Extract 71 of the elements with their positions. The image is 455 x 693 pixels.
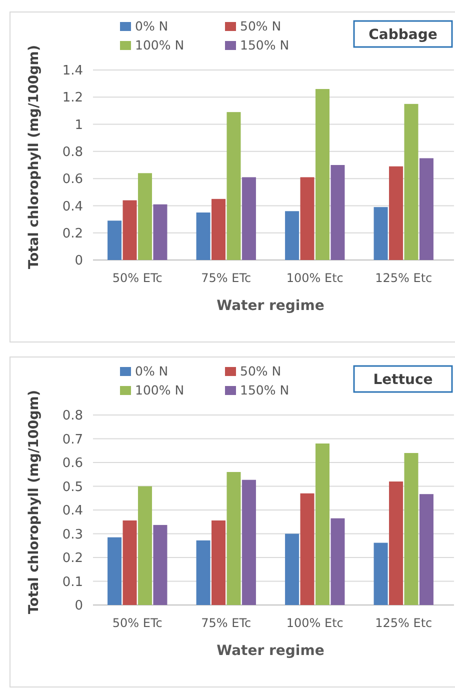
bar xyxy=(285,534,300,605)
bar xyxy=(419,158,434,260)
y-tick-label: 0.8 xyxy=(62,144,83,160)
legend-label: 0% N xyxy=(135,364,168,379)
legend-label: 100% N xyxy=(135,38,184,53)
bar xyxy=(300,177,314,260)
bar xyxy=(153,524,168,605)
y-tick-label: 0.2 xyxy=(62,551,83,566)
bar xyxy=(122,520,137,605)
x-tick-label: 75% ETc xyxy=(201,616,252,630)
y-tick-label: 1.4 xyxy=(62,64,83,79)
x-tick-label: 50% ETc xyxy=(112,616,162,630)
y-tick-label: 0.7 xyxy=(62,432,83,448)
y-tick-label: 0.4 xyxy=(62,199,83,214)
bar xyxy=(300,493,314,605)
x-axis-title: Water regime xyxy=(216,298,324,314)
legend-label: 150% N xyxy=(240,382,290,398)
bar xyxy=(108,220,122,260)
legend-label: 0% N xyxy=(135,18,168,34)
legend-label: 150% N xyxy=(240,38,290,53)
y-axis-title: Total chlorophyll (mg/100gm) xyxy=(26,45,42,269)
bar xyxy=(196,212,210,260)
x-tick-label: 125% Etc xyxy=(375,271,432,285)
bar xyxy=(389,482,404,605)
legend-label: 50% N xyxy=(240,18,282,34)
x-tick-label: 100% Etc xyxy=(286,271,344,285)
y-tick-label: 0.6 xyxy=(62,172,83,188)
bar xyxy=(315,444,330,605)
x-tick-label: 100% Etc xyxy=(286,616,344,630)
y-tick-label: 1 xyxy=(74,118,83,133)
bar xyxy=(153,204,168,260)
y-tick-label: 1.2 xyxy=(62,90,83,106)
bar xyxy=(330,518,345,605)
legend-label: 100% N xyxy=(135,382,184,398)
chart-title: Lettuce xyxy=(373,372,433,388)
x-axis-title: Water regime xyxy=(216,643,324,659)
chart-title: Cabbage xyxy=(368,27,438,43)
y-tick-label: 0.4 xyxy=(62,504,83,519)
bar xyxy=(330,165,345,260)
bar xyxy=(138,486,152,605)
legend-label: 50% N xyxy=(240,364,282,379)
y-tick-label: 0.2 xyxy=(62,226,83,242)
x-tick-label: 75% ETc xyxy=(201,271,252,285)
bar xyxy=(242,480,256,605)
bar xyxy=(404,104,418,260)
x-tick-label: 125% Etc xyxy=(375,616,432,630)
bar xyxy=(419,494,434,605)
y-tick-label: 0.1 xyxy=(62,574,83,590)
y-tick-label: 0 xyxy=(74,254,83,269)
bar xyxy=(242,177,256,260)
bar xyxy=(212,520,226,605)
bar xyxy=(315,89,330,260)
bar xyxy=(196,540,210,605)
y-tick-label: 0.6 xyxy=(62,456,83,472)
y-tick-label: 0.3 xyxy=(62,527,83,542)
bar xyxy=(374,542,388,605)
y-tick-label: 0.5 xyxy=(62,480,83,495)
y-tick-label: 0.8 xyxy=(62,408,83,424)
x-tick-label: 50% ETc xyxy=(112,271,162,285)
bar xyxy=(108,537,122,605)
bar xyxy=(389,166,404,260)
y-tick-label: 0 xyxy=(74,598,83,614)
bar xyxy=(285,211,300,260)
y-axis-title: Total chlorophyll (mg/100gm) xyxy=(26,390,42,614)
bar xyxy=(226,112,241,260)
bar xyxy=(404,453,418,605)
bar xyxy=(212,198,226,260)
bar xyxy=(374,207,388,260)
bar xyxy=(138,173,152,260)
bar xyxy=(122,200,137,260)
bar xyxy=(226,472,241,605)
